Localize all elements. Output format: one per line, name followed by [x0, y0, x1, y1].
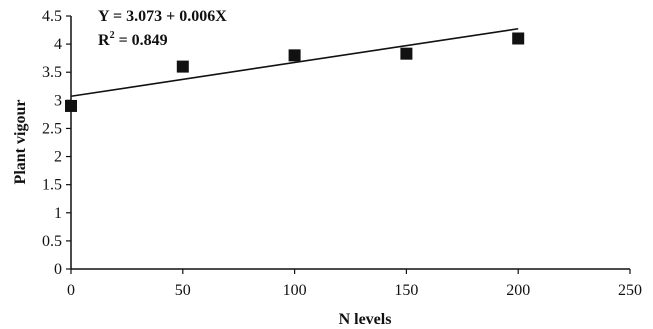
y-tick-label-9: 4.5 — [42, 8, 62, 25]
data-point-0-0 — [65, 99, 77, 112]
y-tick-label-6: 3 — [54, 92, 62, 109]
data-point-0-2 — [288, 49, 301, 62]
data-point-0-4 — [512, 32, 525, 45]
x-tick-label-4: 200 — [506, 282, 530, 299]
x-tick-label-2: 100 — [283, 282, 307, 299]
y-axis-ticks: 0 0.5 1 1.5 2 2.5 3 3.5 4 4.5 — [42, 8, 71, 278]
y-tick-label-2: 1 — [54, 205, 62, 222]
y-tick-label-5: 2.5 — [42, 120, 62, 137]
r-squared-prefix: R — [98, 32, 110, 49]
y-tick-label-7: 3.5 — [42, 64, 62, 81]
trendline — [70, 27, 519, 98]
y-axis-title: Plant vigour — [12, 100, 29, 185]
r-squared-value: = 0.849 — [115, 32, 168, 49]
y-tick-label-1: 0.5 — [42, 233, 62, 250]
r-squared-label: R2 = 0.849 — [98, 30, 168, 49]
y-tick-label-8: 4 — [54, 36, 62, 53]
data-points — [65, 32, 525, 112]
x-axis-ticks: 0 50 100 150 200 250 — [67, 269, 642, 299]
regression-equation: Y = 3.073 + 0.006X — [98, 8, 227, 25]
x-tick-label-3: 150 — [394, 282, 418, 299]
x-axis-title: N levels — [339, 311, 392, 328]
y-tick-label-3: 1.5 — [42, 177, 62, 194]
x-tick-label-1: 50 — [175, 282, 191, 299]
data-point-0-1 — [176, 60, 189, 73]
x-tick-label-0: 0 — [67, 282, 75, 299]
x-tick-label-5: 250 — [618, 282, 642, 299]
r-squared-superscript: 2 — [110, 30, 115, 41]
y-tick-label-0: 0 — [54, 261, 62, 278]
data-point-0-3 — [400, 47, 413, 60]
y-tick-label-4: 2 — [54, 149, 62, 166]
